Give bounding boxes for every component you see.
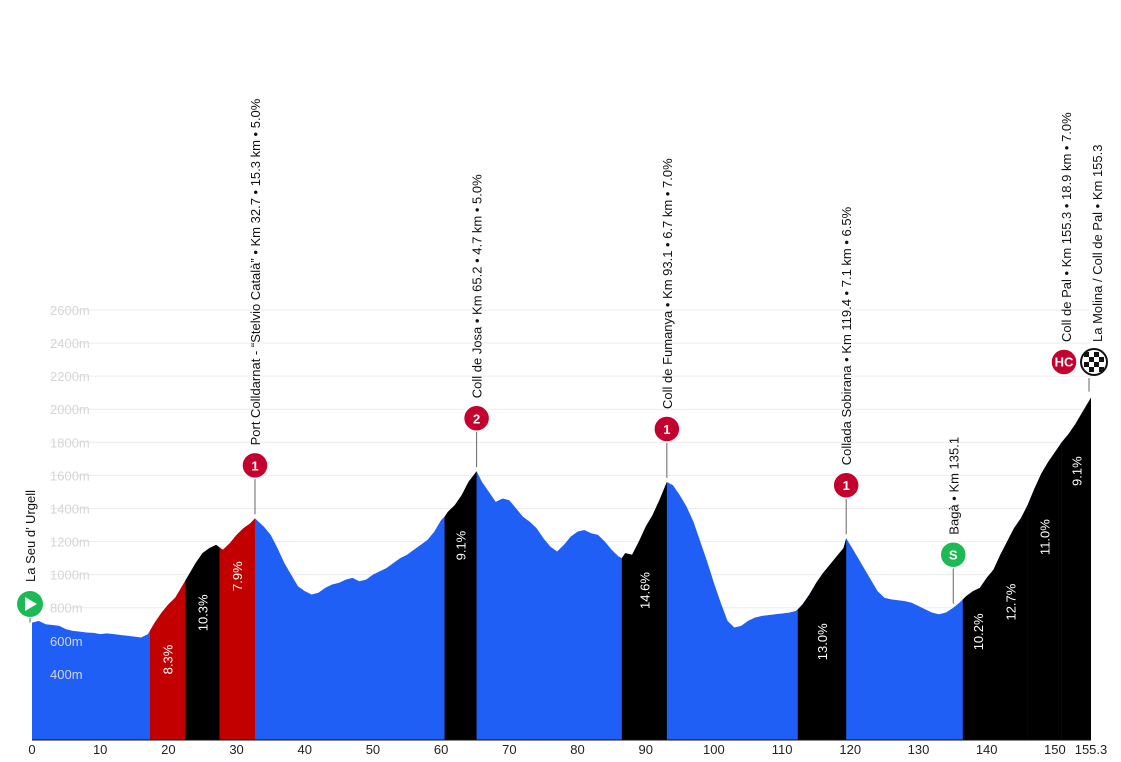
x-tick-label: 70 [502,742,516,757]
climb-segment [185,544,220,740]
climb-label: Bagà • Km 135.1 [946,437,961,535]
climb-annotation: 1 Coll de Fumanya • Km 93.1 • 6.7 km • 7.… [653,158,681,478]
finish-check [1094,362,1099,367]
y-tick-label: 600m [50,634,83,649]
climb-segment [219,518,255,740]
x-tick-label: 155.3 [1075,742,1108,757]
finish-check [1099,367,1104,372]
y-tick-label: 1200m [50,535,90,550]
x-tick-label: 50 [366,742,380,757]
gradient-label: 7.9% [230,561,245,591]
x-tick-label: 90 [638,742,652,757]
sprint-badge [939,540,968,569]
y-axis: 400m 600m 800m 1000m 1200m 1400m 1600m 1800m 200… [50,303,90,682]
badge-text: 1 [663,422,670,437]
finish-check [1089,367,1094,372]
y-tick-label: 1600m [50,468,90,483]
finish-check [1084,362,1089,367]
finish-label: La Molina / Coll de Pal • Km 155.3 [1090,145,1105,343]
badge-text: 1 [843,478,850,493]
x-tick-label: 150 [1044,742,1066,757]
x-tick-label: 80 [570,742,584,757]
x-tick-label: 100 [703,742,725,757]
x-tick-label: 0 [28,742,35,757]
climb-annotation: La Seu d’ Urgell [17,490,43,623]
play-icon [25,597,37,611]
climb-segment [797,538,847,740]
climb-segment [1061,397,1091,740]
x-axis: 0 10 20 30 40 50 60 70 80 90 100 110 120 130 140 150 155… [28,739,1108,757]
climb-label: Port Colldarnat - “Stelvio Català” • Km … [248,98,263,445]
climb-segment [149,580,186,740]
hc-badge-text: HC [1055,355,1074,370]
y-tick-label: 1800m [50,435,90,450]
finish-check [1084,352,1089,357]
x-tick-label: 140 [976,742,998,757]
x-tick-label: 60 [434,742,448,757]
climb-segment [962,569,994,740]
y-tick-label: 800m [50,601,83,616]
climb-label: Coll de Josa • Km 65.2 • 4.7 km • 5.0% [470,174,485,398]
climb-label: Coll de Pal • Km 155.3 • 18.9 km • 7.0% [1059,112,1074,342]
gradient-labels: 8.3% 10.3% 7.9% 9.1% 14.6% 13.0% 10.2% 12.7% 11.… [161,456,1085,674]
climb-annotation: HC Coll de Pal • Km 155.3 • 18.9 km • 7.0… [1050,112,1108,392]
climb-label: Coll de Fumanya • Km 93.1 • 6.7 km • 7.0… [660,158,675,409]
hc-badge [1050,348,1078,376]
x-tick-label: 120 [839,742,861,757]
y-tick-label: 2000m [50,402,90,417]
x-tick-label: 130 [908,742,930,757]
category-badge [462,404,491,432]
gradient-label: 9.1% [454,530,469,560]
climb-label: Collada Sobirana • Km 119.4 • 7.1 km • 6… [839,206,854,465]
climb-segment [1027,442,1062,740]
y-tick-label: 1000m [50,568,90,583]
finish-check [1089,357,1094,362]
y-tick-label: 2600m [50,303,90,318]
y-tick-label: 1400m [50,501,90,516]
x-tick-label: 30 [229,742,243,757]
climb-segment [621,482,667,740]
finish-check [1099,357,1104,362]
gradient-label: 14.6% [637,572,652,609]
y-tick-label: 2400m [50,336,90,351]
gradient-label: 13.0% [815,623,830,660]
climb-annotation: 1 Collada Sobirana • Km 119.4 • 7.1 km • … [832,206,860,535]
x-tick-label: 40 [298,742,312,757]
badge-text: S [949,548,958,563]
gradient-label: 10.2% [971,613,986,650]
x-tick-label: 20 [161,742,175,757]
start-label: La Seu d’ Urgell [23,490,38,582]
y-tick-label: 2200m [50,369,90,384]
category-badge [653,415,681,443]
category-badge [241,451,269,480]
badge-text: 2 [473,411,480,426]
x-tick-label: 10 [93,742,107,757]
gradient-label: 8.3% [161,644,176,674]
badge-text: 1 [251,458,258,473]
x-tick-label: 110 [772,742,793,757]
finish-check [1094,352,1099,357]
climb-annotations: La Seu d’ Urgell 1 Port Colldarnat - “Stel… [17,98,1108,623]
gradient-label: 12.7% [1004,583,1019,620]
climb-segment [993,505,1028,740]
gradient-label: 10.3% [195,594,210,631]
gradient-label: 9.1% [1069,456,1084,486]
y-tick-label: 400m [50,667,83,682]
climb-annotation: S Bagà • Km 135.1 [939,437,968,604]
gradient-label: 11.0% [1038,519,1053,555]
category-badge [832,471,860,499]
climb-annotation: 2 Coll de Josa • Km 65.2 • 4.7 km • 5.0% [462,174,491,468]
climb-annotation: 1 Port Colldarnat - “Stelvio Català” • Km… [241,98,269,515]
climb-segment [444,471,477,740]
profile-area [32,397,1091,740]
